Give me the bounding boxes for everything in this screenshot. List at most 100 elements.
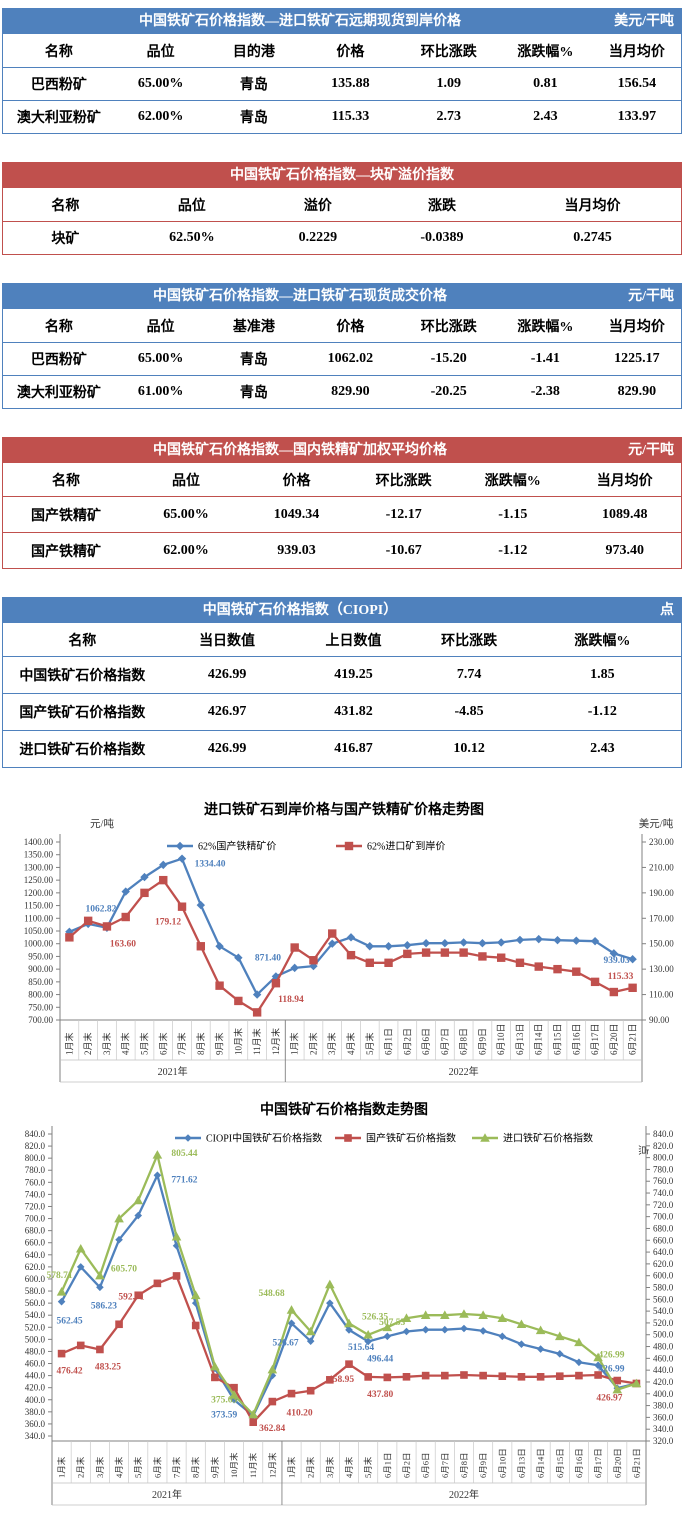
column-header: 名称	[68, 633, 97, 649]
svg-text:7月末: 7月末	[176, 1032, 187, 1055]
svg-text:680.0: 680.0	[653, 1223, 674, 1233]
cell: -1.12	[498, 542, 528, 558]
svg-text:700.0: 700.0	[25, 1214, 46, 1224]
column-header-row: 名称 品位 价格 环比涨跌 涨跌幅% 当月均价	[3, 463, 681, 497]
column-header: 当月均价	[608, 44, 665, 60]
cell: 国产铁精矿	[31, 508, 102, 524]
svg-text:8月末: 8月末	[195, 1032, 206, 1055]
svg-text:380.0: 380.0	[25, 1407, 46, 1417]
svg-text:9月末: 9月末	[214, 1032, 225, 1055]
cell: 国产铁精矿	[31, 544, 102, 560]
svg-text:10月末: 10月末	[229, 1452, 239, 1478]
table-header: 中国铁矿石价格指数—进口铁矿石现货成交价格 元/干吨	[3, 284, 681, 309]
cell: 0.2229	[298, 230, 338, 245]
cell: -10.67	[385, 542, 422, 558]
cell: -1.41	[530, 351, 560, 366]
left-axis-title: 元/吨	[90, 817, 114, 830]
svg-text:6月2日: 6月2日	[401, 1452, 411, 1478]
table-header: 中国铁矿石价格指数—国内铁精矿加权平均价格 元/干吨	[3, 438, 681, 463]
svg-text:700.00: 700.00	[28, 1015, 53, 1025]
svg-text:6月6日: 6月6日	[421, 1452, 431, 1478]
cell: 419.25	[334, 667, 373, 682]
svg-text:1月末: 1月末	[57, 1456, 67, 1478]
chart-ciopi-index-trend: 中国铁矿石价格指数走势图点 840.0 820.0 800.0 780.0 760.0 74…	[2, 1094, 682, 1518]
cell: -12.17	[385, 506, 422, 522]
cell: 1225.17	[614, 351, 660, 366]
svg-text:458.95: 458.95	[328, 1375, 354, 1385]
svg-text:170.00: 170.00	[649, 913, 674, 923]
svg-text:4月末: 4月末	[345, 1032, 356, 1055]
svg-text:163.60: 163.60	[110, 939, 136, 949]
svg-text:6月13日: 6月13日	[515, 1023, 525, 1055]
svg-text:1月末: 1月末	[287, 1456, 297, 1478]
svg-text:520.0: 520.0	[25, 1322, 46, 1332]
svg-text:500.0: 500.0	[25, 1334, 46, 1344]
column-header: 当月均价	[596, 473, 653, 489]
svg-text:800.00: 800.00	[28, 990, 53, 1000]
column-header: 价格	[336, 44, 365, 60]
svg-text:6月7日: 6月7日	[440, 1028, 450, 1055]
svg-text:1200.00: 1200.00	[24, 888, 54, 898]
cell: 62.00%	[137, 109, 184, 124]
x-axis-labels: 1月末 2月末 3月末 4月末 5月末 6月末 7月末 8月末 9月末 10月末 11月末 12月末 1…	[57, 1448, 642, 1478]
axis-frame	[51, 1126, 647, 1506]
svg-text:820.0: 820.0	[653, 1141, 674, 1151]
cell: 1049.34	[273, 506, 320, 522]
data-table: 名称 品位 溢价 涨跌 当月均价 块矿 62.50% 0.2229 -0.0389 0.2745	[3, 188, 681, 254]
svg-text:578.71: 578.71	[47, 1271, 73, 1281]
column-header: 价格	[336, 319, 365, 335]
svg-text:605.70: 605.70	[111, 1265, 137, 1275]
svg-text:840.0: 840.0	[653, 1129, 674, 1139]
svg-text:660.0: 660.0	[653, 1235, 674, 1245]
column-header: 环比涨跌	[441, 633, 498, 649]
svg-text:426.99: 426.99	[598, 1350, 624, 1360]
column-header: 环比涨跌	[420, 319, 477, 335]
table-title: 中国铁矿石价格指数（CIOPI）	[202, 603, 398, 618]
table-header: 中国铁矿石价格指数—块矿溢价指数	[3, 163, 681, 188]
svg-text:CIOPI中国铁矿石价格指数: CIOPI中国铁矿石价格指数	[206, 1132, 322, 1145]
svg-text:620.0: 620.0	[25, 1262, 46, 1272]
svg-text:4月末: 4月末	[344, 1456, 354, 1478]
svg-text:560.0: 560.0	[25, 1298, 46, 1308]
svg-text:360.0: 360.0	[653, 1412, 674, 1422]
table-row: 中国铁矿石价格指数 426.99 419.25 7.74 1.85	[3, 656, 681, 694]
column-header: 溢价	[303, 198, 332, 214]
data-table: 名称 当日数值 上日数值 环比涨跌 涨跌幅% 中国铁矿石价格指数 426.99 419.25 7…	[3, 623, 681, 767]
svg-text:440.0: 440.0	[25, 1371, 46, 1381]
cell: 62.50%	[169, 230, 215, 245]
svg-text:480.0: 480.0	[653, 1342, 674, 1352]
svg-text:11月末: 11月末	[251, 1028, 262, 1055]
cell: -20.25	[430, 384, 467, 399]
svg-text:771.62: 771.62	[171, 1175, 197, 1185]
cell: 426.99	[207, 741, 247, 756]
table-row: 澳大利亚粉矿 61.00% 青岛 829.90 -20.25 -2.38 829.90	[3, 375, 681, 409]
svg-text:1250.00: 1250.00	[24, 875, 54, 885]
column-header: 涨跌	[427, 198, 456, 214]
cell: -1.12	[587, 704, 617, 719]
svg-text:62%国产铁精矿价: 62%国产铁精矿价	[198, 840, 276, 853]
svg-text:62%进口矿到岸价: 62%进口矿到岸价	[367, 840, 445, 853]
table-row: 国产铁矿石价格指数 426.97 431.82 -4.85 -1.12	[3, 693, 681, 731]
svg-text:420.0: 420.0	[25, 1383, 46, 1393]
svg-text:660.0: 660.0	[25, 1238, 46, 1248]
svg-text:820.0: 820.0	[25, 1141, 46, 1151]
column-header: 环比涨跌	[420, 44, 477, 60]
column-header-row: 名称 品位 溢价 涨跌 当月均价	[3, 188, 681, 222]
svg-text:420.0: 420.0	[653, 1377, 674, 1387]
column-header: 环比涨跌	[375, 473, 432, 489]
svg-text:6月20日: 6月20日	[609, 1023, 619, 1055]
svg-text:6月2日: 6月2日	[402, 1028, 412, 1055]
svg-text:2022年: 2022年	[449, 1065, 479, 1078]
svg-text:362.84: 362.84	[259, 1424, 285, 1434]
svg-text:740.0: 740.0	[25, 1189, 46, 1199]
svg-text:10月末: 10月末	[232, 1028, 243, 1055]
svg-text:760.0: 760.0	[25, 1177, 46, 1187]
cell: 829.90	[331, 384, 370, 399]
svg-text:5月末: 5月末	[138, 1032, 149, 1055]
table-row: 澳大利亚粉矿 62.00% 青岛 115.33 2.73 2.43 133.97	[3, 100, 681, 134]
svg-text:680.0: 680.0	[25, 1226, 46, 1236]
svg-text:850.00: 850.00	[28, 977, 53, 987]
table-header: 中国铁矿石价格指数（CIOPI） 点	[3, 598, 681, 623]
svg-text:840.0: 840.0	[25, 1129, 46, 1139]
